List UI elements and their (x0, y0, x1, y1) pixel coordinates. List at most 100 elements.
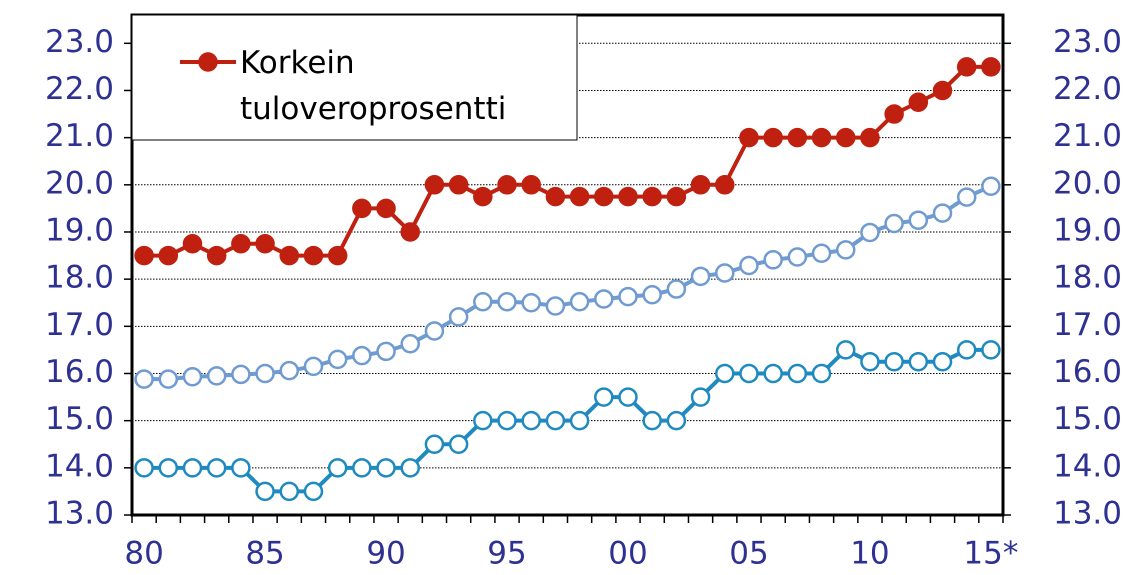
data-point (835, 127, 856, 148)
data-point (182, 367, 203, 387)
data-point (134, 458, 154, 478)
data-point (690, 266, 711, 287)
data-point (981, 340, 1001, 360)
data-point (303, 481, 324, 502)
data-point (981, 57, 1001, 77)
data-point (569, 292, 590, 312)
data-point (158, 458, 179, 478)
data-point (473, 292, 493, 312)
data-point (956, 340, 977, 360)
data-point (569, 410, 590, 431)
data-point (521, 292, 541, 313)
y2-tick-label: 18.0 (1053, 260, 1122, 296)
data-point (182, 458, 203, 478)
data-point (618, 186, 638, 207)
x-tick-label: 05 (729, 536, 768, 572)
data-point (811, 243, 832, 263)
data-point (884, 351, 904, 372)
data-point (715, 263, 735, 283)
data-point (158, 245, 179, 266)
data-point (545, 186, 566, 207)
data-point (666, 279, 687, 299)
y-tick-label: 21.0 (45, 118, 114, 154)
data-point (303, 356, 324, 377)
data-point (884, 104, 904, 124)
legend-label: Korkein tuloveroprosentti (240, 45, 507, 127)
data-point (594, 186, 614, 207)
y-tick-label: 17.0 (45, 307, 114, 343)
x-tick-label: 80 (124, 536, 163, 572)
x-tick-label: 15* (963, 536, 1018, 572)
data-point (448, 175, 469, 195)
data-point (860, 222, 880, 243)
data-point (835, 340, 856, 360)
data-point (400, 334, 420, 354)
legend-box (131, 14, 578, 141)
data-point (424, 175, 445, 195)
data-point (352, 198, 372, 219)
data-point (497, 410, 517, 431)
y2-tick-label: 13.0 (1053, 496, 1122, 532)
data-point (473, 410, 493, 431)
legend-marker (198, 52, 218, 72)
data-point (594, 289, 614, 309)
data-point (956, 187, 977, 207)
data-point (327, 458, 348, 478)
x-tick-label: 10 (850, 536, 889, 572)
data-point (448, 434, 469, 454)
y-tick-label: 22.0 (45, 71, 114, 107)
data-point (739, 255, 759, 276)
data-point (497, 175, 517, 195)
y2-tick-label: 14.0 (1053, 448, 1122, 484)
y-tick-label: 20.0 (45, 165, 114, 201)
y2-tick-label: 15.0 (1053, 401, 1122, 437)
data-point (787, 247, 808, 267)
data-point (206, 366, 227, 386)
data-point (545, 296, 566, 316)
data-point (303, 245, 324, 266)
data-point (666, 186, 687, 207)
data-point (376, 458, 396, 478)
data-point (908, 92, 929, 113)
data-point (787, 127, 808, 148)
data-point (690, 175, 711, 195)
data-point (424, 321, 445, 341)
data-point (424, 434, 445, 454)
data-point (400, 222, 420, 242)
data-point (352, 458, 372, 478)
data-point (787, 363, 808, 384)
x-tick-label: 95 (487, 536, 526, 572)
data-point (884, 213, 904, 234)
data-point (497, 292, 517, 312)
y-tick-label: 16.0 (45, 354, 114, 390)
y-tick-label: 18.0 (45, 260, 114, 296)
data-point (255, 234, 275, 254)
data-point (763, 127, 783, 148)
data-point (134, 369, 154, 389)
data-point (715, 175, 735, 195)
data-point (134, 245, 154, 266)
data-point (618, 387, 638, 407)
data-point (231, 234, 251, 254)
data-point (763, 250, 783, 270)
data-point (763, 363, 783, 384)
y-tick-label: 13.0 (45, 496, 114, 532)
y2-tick-label: 19.0 (1053, 212, 1122, 248)
data-point (279, 245, 300, 266)
data-point (594, 387, 614, 407)
data-point (642, 186, 662, 207)
y-tick-label: 14.0 (45, 448, 114, 484)
data-point (182, 234, 203, 254)
data-point (618, 286, 638, 307)
data-point (206, 458, 227, 478)
data-point (569, 186, 590, 207)
data-point (690, 387, 711, 407)
data-point (860, 127, 880, 148)
data-point (448, 307, 469, 327)
x-tick-label: 00 (608, 536, 647, 572)
data-point (231, 364, 251, 385)
data-point (231, 458, 251, 478)
y-tick-label: 19.0 (45, 212, 114, 248)
data-point (376, 198, 396, 219)
data-point (521, 410, 541, 431)
